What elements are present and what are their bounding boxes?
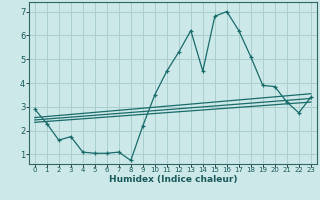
X-axis label: Humidex (Indice chaleur): Humidex (Indice chaleur) <box>108 175 237 184</box>
